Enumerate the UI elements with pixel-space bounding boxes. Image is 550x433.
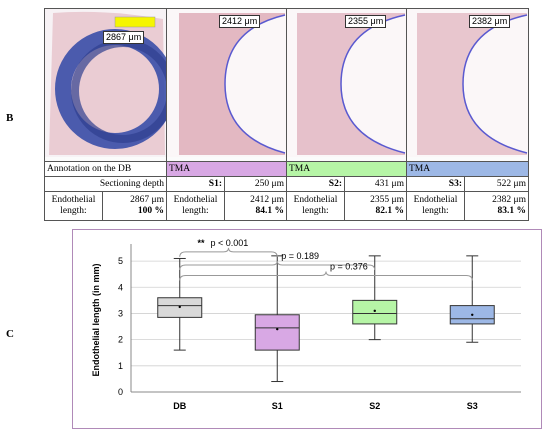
- s1-image: 2412 μm: [166, 8, 287, 162]
- x-tick-label: S2: [369, 401, 380, 411]
- x-tick-label: S1: [272, 401, 283, 411]
- s2-depth: 431 μm: [344, 176, 407, 193]
- length-row: Endothelial length: 2867 μm 100 % Endothel…: [44, 191, 529, 221]
- p-value-label: p < 0.001: [211, 238, 249, 248]
- y-tick-label: 3: [118, 308, 123, 318]
- s3-length-value: 2382 μm 83.1 %: [464, 191, 529, 221]
- s2-length-label: Endothelial length:: [286, 191, 345, 221]
- s3-section-svg: [407, 9, 528, 157]
- y-tick-label: 2: [118, 335, 123, 345]
- s3-depth: 522 μm: [464, 176, 529, 193]
- y-tick-label: 0: [118, 387, 123, 397]
- s2-name: S2:: [286, 176, 345, 193]
- p-value-label: p = 0.189: [281, 251, 319, 261]
- significance-bracket: [179, 247, 278, 257]
- s3-length-label: Endothelial length:: [406, 191, 465, 221]
- s2-header: TMA: [286, 160, 407, 178]
- mean-marker: [276, 327, 279, 331]
- s3-measurement-label: 2382 μm: [469, 15, 511, 28]
- mean-marker: [178, 305, 181, 309]
- x-tick-label: DB: [173, 401, 186, 411]
- db-image: 2867 μm: [44, 8, 167, 162]
- s2-length-value: 2355 μm 82.1 %: [344, 191, 407, 221]
- s2-image: 2355 μm: [286, 8, 407, 162]
- panel-label-c: C: [6, 328, 14, 340]
- s1-length-label: Endothelial length:: [166, 191, 225, 221]
- header-row: Annotation on the DB TMA TMA TMA: [44, 160, 529, 178]
- p-value-label: p = 0.376: [330, 261, 368, 271]
- db-length-value: 2867 μm 100 %: [102, 191, 167, 221]
- boxplot-svg: 0 1 2 3 4 5 Endothelial length (in mm) DB S1 S2 S3…: [91, 238, 521, 411]
- db-length-label: Endothelial length:: [44, 191, 103, 221]
- y-axis-label: Endothelial length (in mm): [91, 264, 101, 377]
- db-header: Annotation on the DB: [44, 160, 167, 178]
- s3-image: 2382 μm: [406, 8, 529, 162]
- s1-length-value: 2412 μm 84.1 %: [224, 191, 287, 221]
- box-s2: [352, 299, 398, 325]
- panel-label-b: B: [6, 112, 14, 124]
- s2-section-svg: [287, 9, 406, 157]
- depth-row: Sectioning depth S1: 250 μm S2: 431 μm S…: [44, 176, 529, 193]
- significance-stars: **: [197, 238, 205, 248]
- s1-depth: 250 μm: [224, 176, 287, 193]
- box-s1: [254, 314, 300, 351]
- sectioning-depth-label: Sectioning depth: [44, 176, 167, 193]
- mean-marker: [373, 309, 376, 313]
- significance-bracket: [179, 271, 473, 281]
- x-tick-label: S3: [467, 401, 478, 411]
- y-tick-label: 1: [118, 361, 123, 371]
- db-measurement-label: 2867 μm: [103, 31, 145, 44]
- s1-name: S1:: [166, 176, 225, 193]
- histology-table: 2867 μm 2412 μm 2355 μm 2382: [44, 8, 529, 221]
- image-row: 2867 μm 2412 μm 2355 μm 2382: [44, 8, 529, 162]
- s1-measurement-label: 2412 μm: [219, 15, 261, 28]
- y-tick-label: 4: [118, 282, 123, 292]
- s1-section-svg: [167, 9, 286, 157]
- y-tick-label: 5: [118, 256, 123, 266]
- significance-bracket: [179, 260, 376, 271]
- s2-measurement-label: 2355 μm: [345, 15, 387, 28]
- mean-marker: [471, 313, 474, 316]
- s3-name: S3:: [406, 176, 465, 193]
- boxplot-chart: 0 1 2 3 4 5 Endothelial length (in mm) DB S1 S2 S3…: [72, 229, 542, 429]
- s1-header: TMA: [166, 160, 287, 178]
- s3-header: TMA: [406, 160, 529, 178]
